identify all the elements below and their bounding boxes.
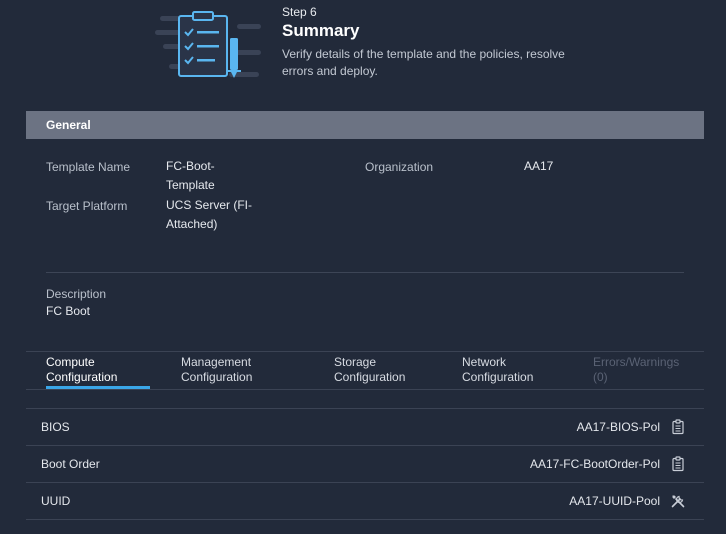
policy-label: BIOS <box>41 420 70 434</box>
description-value: FC Boot <box>46 304 91 318</box>
tabs-top-border <box>26 351 704 352</box>
general-section-title: General <box>46 118 91 132</box>
tab-compute-configuration[interactable]: Compute Configuration <box>46 355 118 384</box>
template-name-label: Template Name <box>46 160 131 174</box>
active-tab-indicator <box>46 386 150 389</box>
organization-value: AA17 <box>524 159 554 173</box>
policy-label: Boot Order <box>41 457 100 471</box>
policy-row-bios: BIOS AA17-BIOS-Pol <box>26 408 704 446</box>
policy-value: AA17-UUID-Pool <box>569 494 660 508</box>
tab-storage-configuration[interactable]: Storage Configuration <box>334 355 406 384</box>
description-label: Description <box>46 287 107 301</box>
tab-network-configuration[interactable]: Network Configuration <box>462 355 534 384</box>
policy-row-boot-order: Boot Order AA17-FC-BootOrder-Pol <box>26 445 704 483</box>
policy-value: AA17-BIOS-Pol <box>576 420 660 434</box>
template-name-value: FC-Boot-Template <box>166 159 215 192</box>
section-divider <box>46 272 684 273</box>
tab-management-configuration[interactable]: Management Configuration <box>181 355 253 384</box>
clipboard-icon[interactable] <box>670 419 686 435</box>
target-platform-value: UCS Server (FI-Attached) <box>166 198 253 231</box>
general-section-header: General <box>26 111 704 139</box>
target-platform-label: Target Platform <box>46 199 128 213</box>
page-title: Summary <box>282 21 360 40</box>
checklist-illustration <box>155 11 261 78</box>
tabs-bottom-border <box>26 389 704 390</box>
list-bottom-border <box>26 519 704 520</box>
tab-errors-warnings[interactable]: Errors/Warnings (0) <box>593 355 680 384</box>
step-label: Step 6 <box>282 5 317 19</box>
clipboard-icon[interactable] <box>670 456 686 472</box>
tools-icon[interactable] <box>670 493 686 509</box>
policy-label: UUID <box>41 494 71 508</box>
page-description: Verify details of the template and the p… <box>282 47 565 78</box>
organization-label: Organization <box>365 160 434 174</box>
policy-row-uuid: UUID AA17-UUID-Pool <box>26 482 704 520</box>
policy-value: AA17-FC-BootOrder-Pol <box>529 457 660 471</box>
